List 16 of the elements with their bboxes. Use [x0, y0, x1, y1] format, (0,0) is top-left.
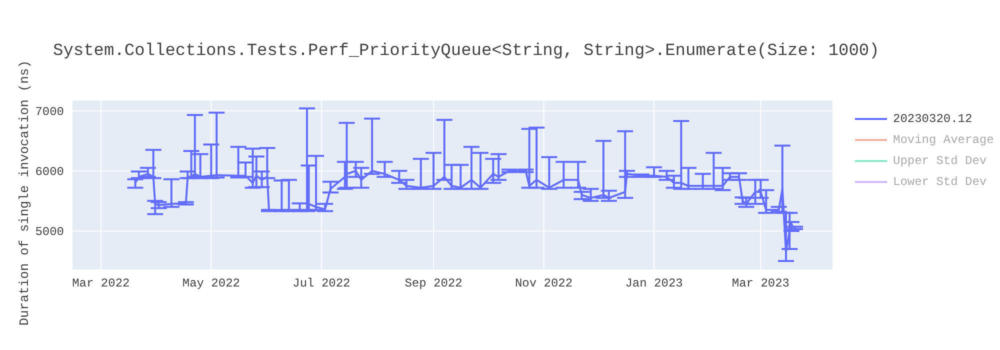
chart-title: System.Collections.Tests.Perf_PriorityQueue<String, String>.Enumerate(Size: 1000) — [53, 42, 880, 61]
y-tick-label: 7000 — [35, 105, 64, 120]
y-tick-label: 6000 — [35, 165, 64, 180]
x-tick-label: Mar 2023 — [732, 276, 790, 291]
legend-label: Upper Std Dev — [893, 154, 987, 168]
y-axis-title: Duration of single invocation (ns) — [17, 60, 32, 326]
x-tick-label: Sep 2022 — [404, 276, 462, 291]
legend-label: Lower Std Dev — [893, 174, 987, 188]
legend-label: 20230320.12 — [893, 112, 972, 126]
y-tick-label: 5000 — [35, 225, 64, 240]
x-tick-label: Nov 2022 — [514, 276, 573, 291]
x-tick-label: May 2022 — [182, 276, 240, 291]
x-tick-label: Jul 2022 — [292, 276, 350, 291]
legend-label: Moving Average — [893, 132, 994, 146]
x-tick-label: Mar 2022 — [72, 276, 130, 291]
x-tick-label: Jan 2023 — [625, 276, 683, 291]
